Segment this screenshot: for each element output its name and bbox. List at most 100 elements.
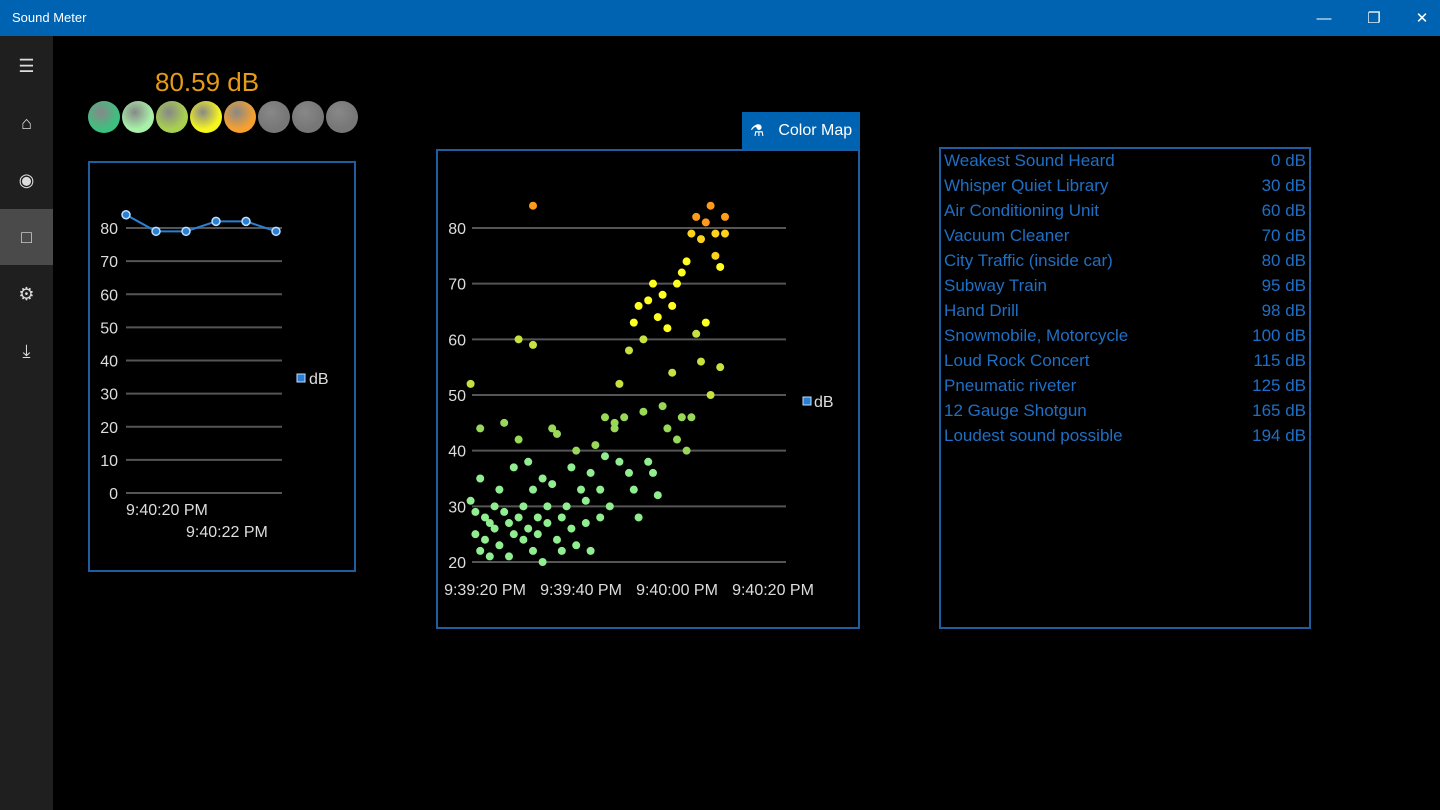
data-point: [495, 485, 504, 494]
y-tick-label: 70: [448, 277, 466, 294]
data-point: [553, 535, 561, 544]
sound-level: 100 dB: [1252, 326, 1306, 345]
y-tick-label: 80: [100, 221, 118, 238]
data-point: [543, 519, 552, 528]
y-tick-label: 20: [448, 555, 466, 572]
data-point: [663, 424, 672, 433]
data-point: [692, 212, 701, 221]
data-point: [682, 446, 691, 455]
reference-row: Weakest Sound Heard 0 dB: [944, 151, 1306, 171]
sound-level: 95 dB: [1261, 276, 1306, 295]
data-point: [524, 524, 533, 533]
data-point: [271, 226, 281, 237]
sound-name: Weakest Sound Heard: [944, 151, 1115, 170]
reference-row: Hand Drill 98 dB: [944, 301, 1306, 321]
data-point: [519, 502, 528, 511]
data-point: [524, 457, 533, 466]
level-led: [224, 101, 256, 133]
reference-table-panel: [939, 147, 1311, 629]
y-tick-label: 10: [100, 453, 118, 470]
restore-button[interactable]: ❐: [1367, 10, 1381, 27]
sound-level: 60 dB: [1261, 201, 1306, 220]
data-point: [500, 418, 509, 427]
download-icon: ⤓: [22, 340, 31, 361]
data-point: [481, 513, 489, 522]
reference-row: City Traffic (inside car) 80 dB: [944, 251, 1306, 271]
reference-row: Loudest sound possible 194 dB: [944, 426, 1306, 446]
sound-name: Loud Rock Concert: [944, 351, 1090, 370]
app-title: Sound Meter: [12, 10, 87, 25]
data-point: [471, 530, 480, 539]
recent-line-chart: 0 10 20 30 40 50 60 70 80 9:40:20 PM 9:40:22 PM dB: [100, 210, 329, 541]
reference-row: Loud Rock Concert 115 dB: [944, 351, 1306, 371]
data-point: [721, 229, 729, 238]
reference-row: 12 Gauge Shotgun 165 dB: [944, 401, 1306, 421]
data-point: [509, 463, 518, 472]
data-point: [629, 485, 638, 494]
data-point: [543, 502, 552, 511]
data-point: [567, 524, 576, 533]
data-point: [181, 226, 191, 237]
x-tick-label: 9:39:40 PM: [540, 582, 622, 599]
y-tick-label: 50: [448, 388, 466, 405]
data-point: [697, 357, 705, 366]
x-tick-label: 9:39:20 PM: [444, 582, 526, 599]
nav-download[interactable]: ⤓: [0, 323, 53, 379]
record-icon: ◉: [18, 169, 35, 190]
data-point: [476, 546, 485, 555]
data-point: [509, 530, 518, 539]
legend-label: dB: [309, 371, 329, 388]
reference-row: Subway Train 95 dB: [944, 276, 1306, 296]
nav-menu[interactable]: ☰: [0, 38, 53, 94]
data-point: [706, 391, 715, 399]
level-led: [258, 101, 290, 133]
sound-level: 125 dB: [1252, 376, 1306, 395]
home-icon: ⌂: [21, 112, 32, 133]
nav-home[interactable]: ⌂: [0, 95, 53, 151]
data-point: [610, 418, 619, 427]
data-point: [567, 463, 576, 472]
sound-name: Pneumatic riveter: [944, 376, 1077, 395]
data-point: [538, 474, 547, 483]
data-point: [548, 480, 557, 489]
data-point: [476, 474, 485, 483]
data-point: [716, 262, 725, 271]
data-point: [620, 413, 629, 422]
x-tick-label: 9:40:22 PM: [186, 524, 268, 541]
history-scatter-chart: 20 30 40 50 60 70 80 9:39:20 PM 9:39:40 PM 9:40:0…: [444, 201, 834, 599]
level-led: [326, 101, 358, 133]
data-point: [701, 218, 710, 227]
data-point: [529, 340, 537, 349]
y-tick-label: 20: [100, 420, 118, 437]
sidebar: ☰ ⌂ ◉ □ ⚙ ⤓: [0, 36, 53, 810]
data-point: [529, 201, 537, 210]
data-point: [529, 546, 537, 555]
data-point: [668, 368, 677, 377]
nav-gear[interactable]: ⚙: [0, 266, 53, 322]
data-point: [466, 496, 475, 505]
data-point: [697, 235, 705, 244]
close-button[interactable]: ✕: [1415, 10, 1429, 27]
series-line: [125, 213, 277, 233]
data-point: [538, 558, 547, 566]
data-point: [519, 535, 528, 544]
flask-icon: ⚗: [750, 122, 765, 140]
data-point: [485, 552, 494, 561]
data-point: [634, 513, 643, 522]
sound-name: Snowmobile, Motorcycle: [944, 326, 1129, 345]
sound-name: Loudest sound possible: [944, 426, 1123, 445]
reference-row: Pneumatic riveter 125 dB: [944, 376, 1306, 396]
data-point: [649, 279, 657, 288]
data-point: [649, 468, 657, 477]
sound-level: 194 dB: [1252, 426, 1306, 445]
nav-record[interactable]: ◉: [0, 152, 53, 208]
data-point: [687, 413, 696, 422]
y-tick-label: 30: [448, 499, 466, 516]
color-map-button[interactable]: ⚗ Color Map: [742, 112, 860, 149]
data-point: [615, 457, 624, 466]
sound-level: 98 dB: [1261, 301, 1306, 320]
legend-swatch: [296, 373, 306, 383]
minimize-button[interactable]: —: [1316, 9, 1332, 27]
data-point: [485, 519, 494, 528]
nav-stop[interactable]: □: [0, 209, 53, 265]
